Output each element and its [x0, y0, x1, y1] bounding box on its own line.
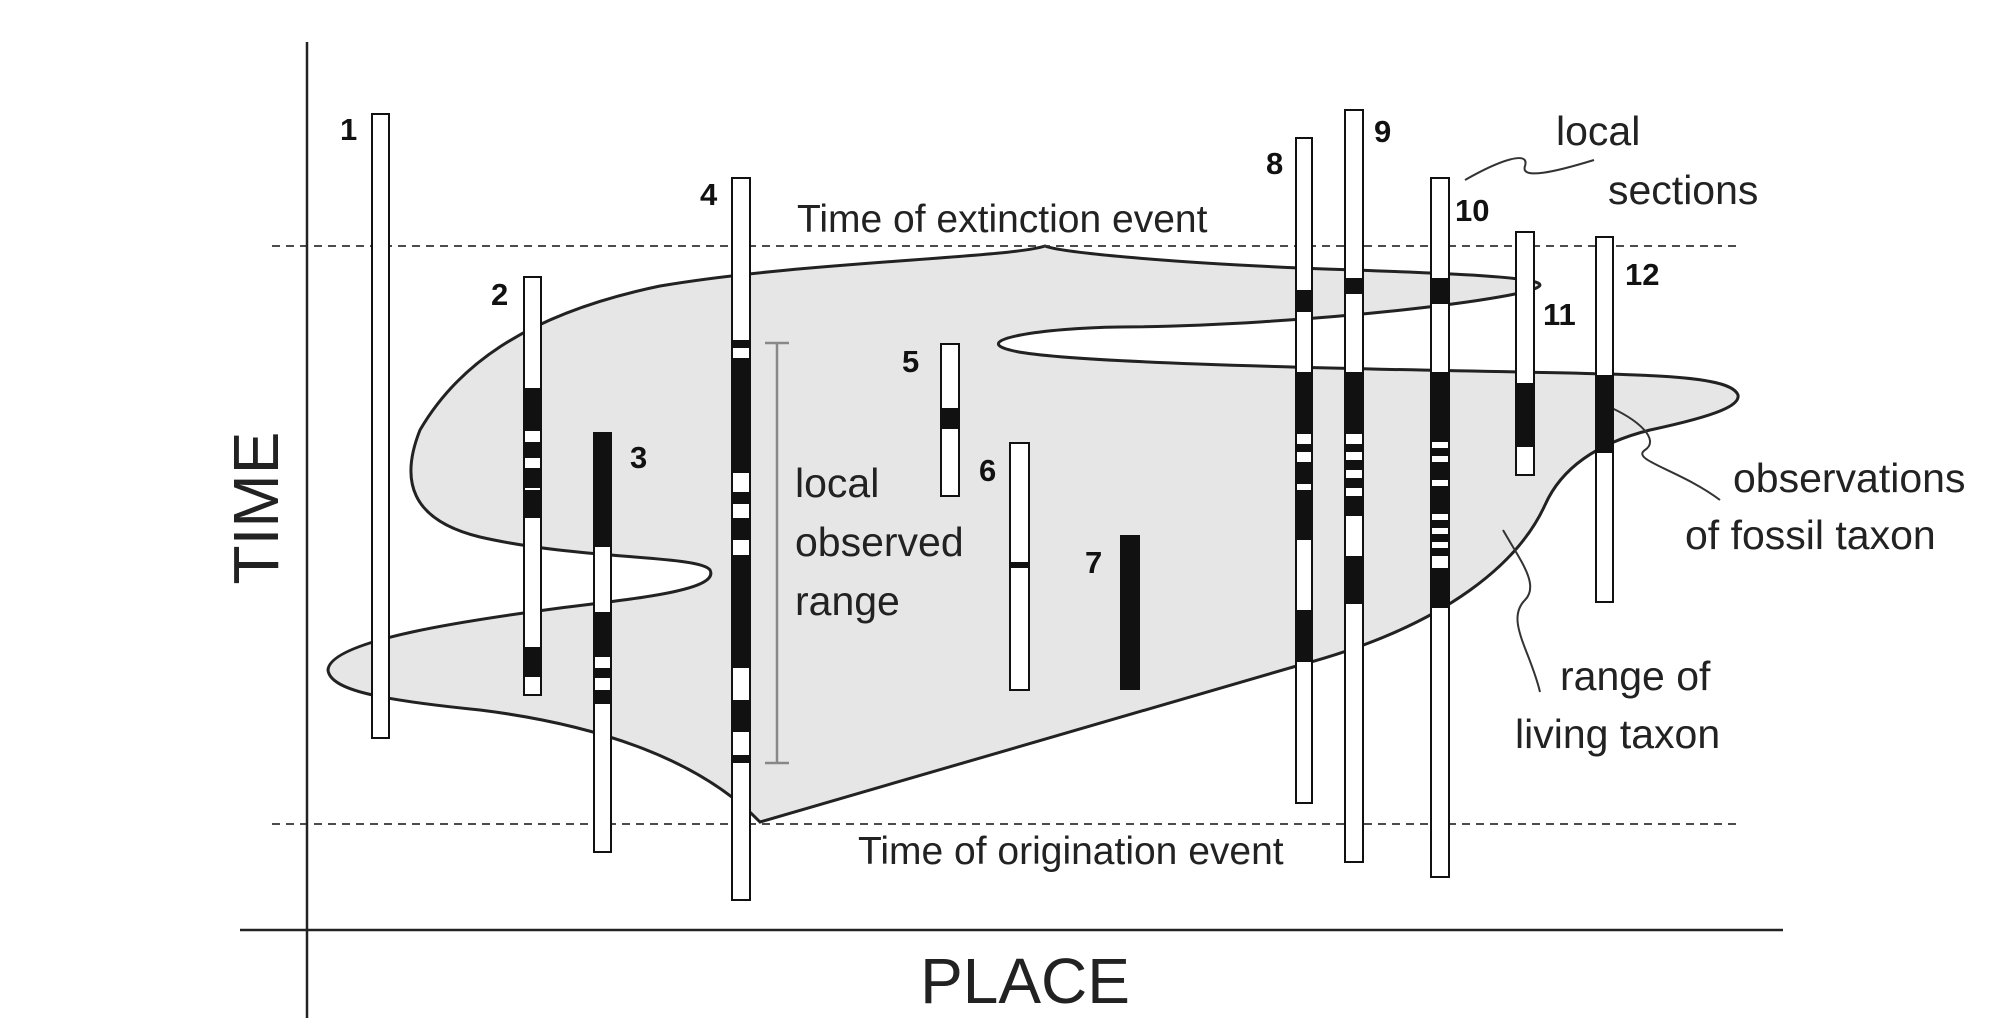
section-1-label: 1	[340, 112, 357, 147]
fossil-observation	[1120, 535, 1140, 690]
fossil-observation	[1296, 462, 1312, 484]
section-6-label: 6	[979, 453, 996, 488]
section-4-label: 4	[700, 177, 718, 212]
section-9-label: 9	[1374, 114, 1391, 149]
section-11-label: 11	[1543, 297, 1576, 332]
fossil-observation	[941, 408, 959, 429]
section-3-label: 3	[630, 440, 647, 475]
local-sections-label: local sections	[1556, 108, 1758, 213]
fossil-observation	[524, 490, 541, 518]
extinction-event-label: Time of extinction event	[797, 198, 1208, 241]
living-taxon-range-label: range of living taxon	[1515, 653, 1722, 757]
fossil-observation	[1431, 548, 1449, 556]
fossil-observation	[1431, 520, 1449, 528]
origination-event-label: Time of origination event	[858, 830, 1284, 873]
fossil-observation	[1296, 372, 1312, 434]
fossil-observation	[1431, 448, 1449, 456]
section-10: 10	[1430, 177, 1489, 878]
section-3: 3	[593, 432, 647, 853]
section-7-label: 7	[1085, 545, 1102, 580]
fossil-observation	[732, 755, 750, 763]
fossil-observation	[732, 492, 750, 504]
fossil-observation	[732, 555, 750, 668]
fossil-observation	[1296, 490, 1312, 540]
section-9: 9	[1344, 109, 1391, 863]
local-observed-range-label: local observed range	[795, 460, 975, 624]
fossil-observation	[1431, 534, 1449, 542]
fossil-observation	[1345, 278, 1363, 294]
living-taxon-range-leader	[1502, 529, 1541, 693]
section-2-label: 2	[491, 277, 508, 312]
fossil-observation	[594, 612, 611, 657]
y-axis-title: TIME	[220, 432, 292, 585]
observations-leader	[1604, 404, 1721, 501]
fossil-observation	[1431, 486, 1449, 514]
local-sections-leader	[1464, 157, 1595, 181]
section-10-label: 10	[1455, 193, 1489, 228]
fossil-observation	[732, 358, 750, 473]
fossil-observation	[1431, 568, 1449, 608]
local-observed-range-bracket	[765, 341, 789, 765]
section-5: 5	[902, 343, 960, 497]
section-12: 12	[1595, 236, 1659, 603]
section-6: 6	[979, 442, 1030, 691]
section-8: 8	[1266, 137, 1313, 804]
fossil-observation	[1596, 375, 1613, 453]
section-11: 11	[1515, 231, 1576, 476]
section-5-label: 5	[902, 344, 919, 379]
fossil-observation	[1345, 556, 1363, 604]
x-axis-title: PLACE	[920, 945, 1130, 1017]
fossil-observation	[1010, 562, 1029, 568]
section-12-label: 12	[1625, 257, 1659, 292]
fossil-observation	[1431, 372, 1449, 442]
fossil-observation	[524, 647, 541, 677]
fossil-observation	[1431, 278, 1449, 304]
section-4: 4	[700, 177, 751, 901]
fossil-observation	[1516, 383, 1534, 447]
fossil-observation	[524, 388, 541, 431]
fossil-observation	[1296, 444, 1312, 452]
observations-label: observations of fossil taxon	[1685, 455, 1977, 558]
fossil-observation	[1296, 290, 1312, 312]
fossil-observation	[732, 700, 750, 732]
fossil-observation	[1345, 460, 1363, 470]
fossil-observation	[1296, 610, 1312, 662]
fossil-observation	[1345, 478, 1363, 488]
fossil-observation	[524, 442, 541, 458]
fossil-observation	[594, 690, 611, 704]
fossil-observation	[524, 468, 541, 488]
section-8-label: 8	[1266, 146, 1283, 181]
section-1: 1	[340, 112, 390, 739]
fossil-observation	[1431, 462, 1449, 480]
fossil-observation	[1345, 372, 1363, 434]
fossil-observation	[594, 433, 611, 547]
fossil-observation	[732, 518, 750, 540]
fossil-observation	[1345, 444, 1363, 452]
section-2: 2	[491, 276, 542, 696]
fossil-observation	[594, 668, 611, 678]
fossil-observation	[1345, 496, 1363, 516]
fossil-observation	[732, 340, 750, 348]
section-7: 7	[1085, 535, 1140, 690]
